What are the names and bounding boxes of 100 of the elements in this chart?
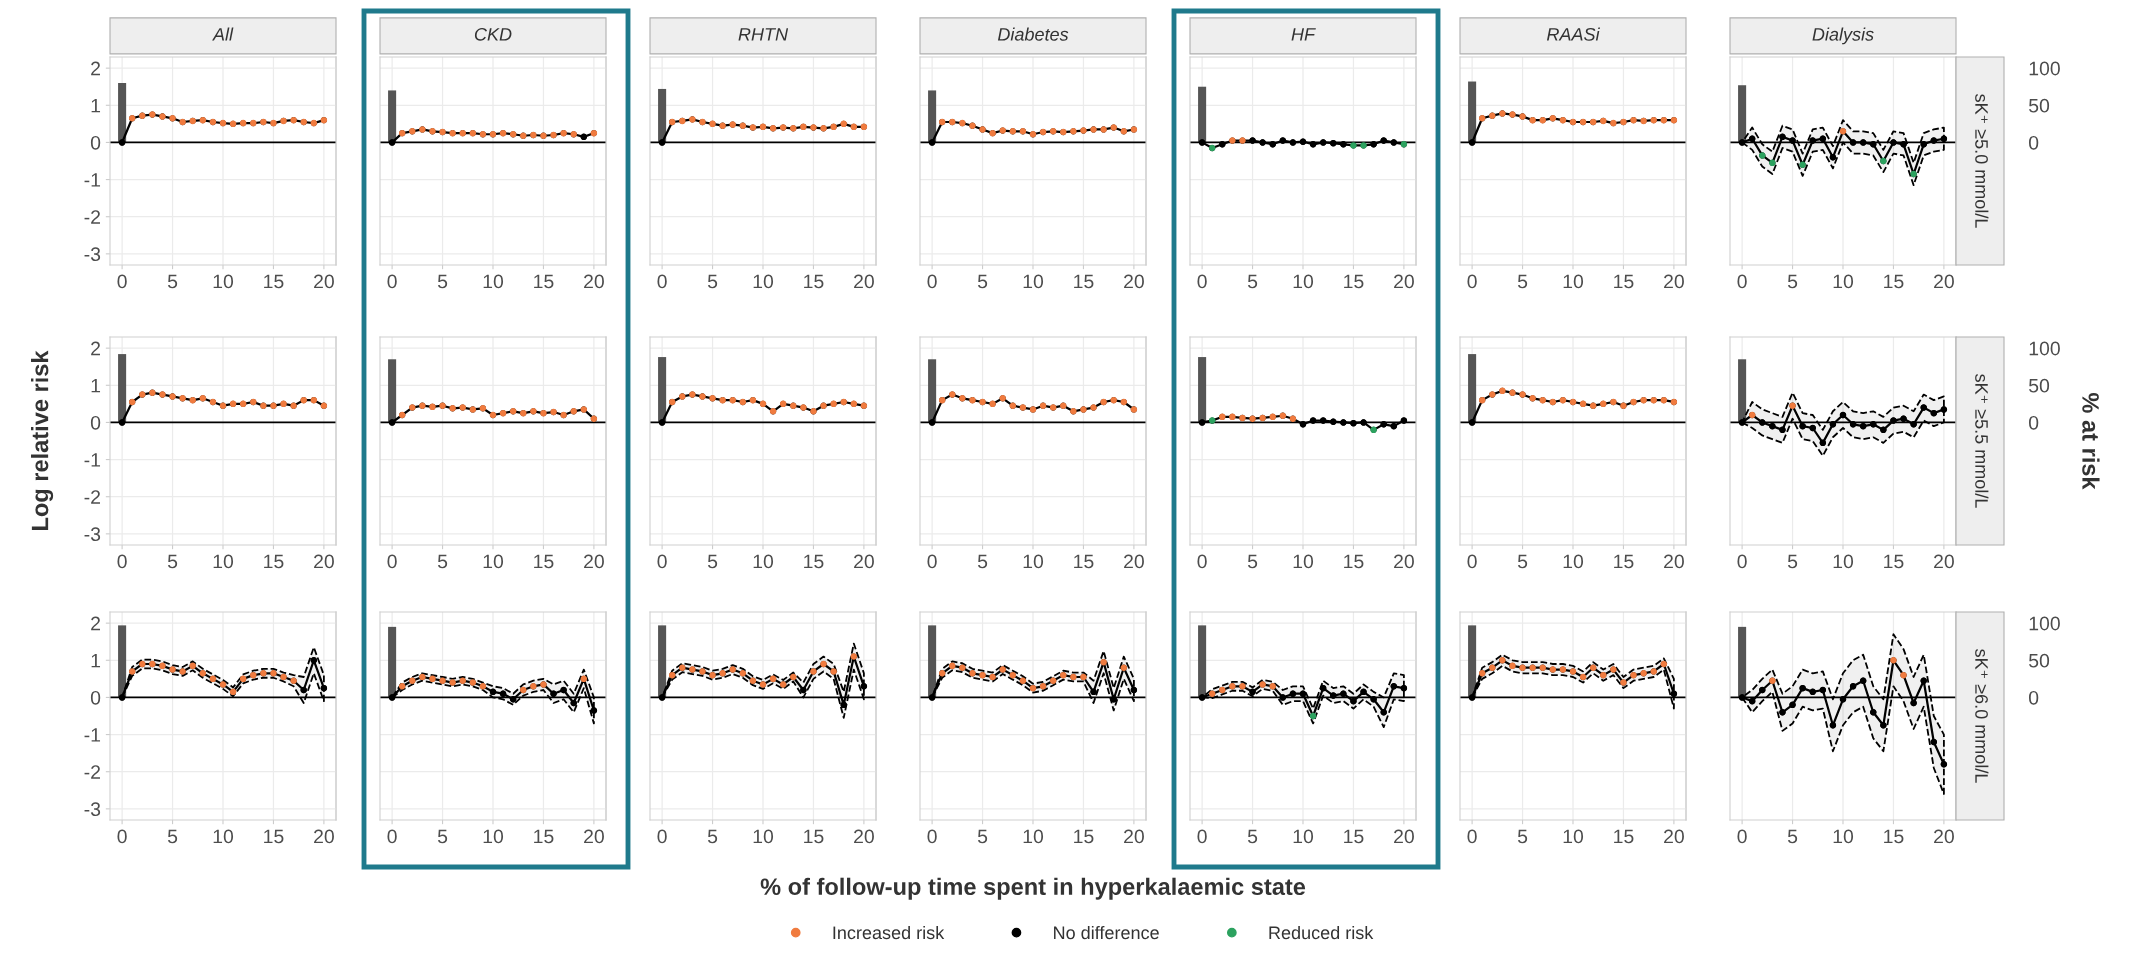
x-tick-label: 15 bbox=[1884, 829, 1904, 844]
y-tick-label: 1 bbox=[91, 98, 101, 113]
x-tick-label: 0 bbox=[387, 554, 397, 569]
x-tick-label: 5 bbox=[1517, 829, 1528, 844]
y-tick-label: 0 bbox=[90, 415, 101, 430]
x-tick-label: 15 bbox=[264, 274, 284, 289]
y2-tick-label: 0 bbox=[2028, 690, 2039, 705]
x-tick-label: 0 bbox=[117, 829, 127, 844]
x-tick-label: 5 bbox=[1247, 274, 1258, 289]
x-tick-label: 0 bbox=[1467, 274, 1477, 289]
x-tick-label: 5 bbox=[1247, 554, 1258, 569]
x-tick-label: 0 bbox=[1197, 554, 1207, 569]
x-tick-label: 15 bbox=[804, 274, 824, 289]
chart-title: RHTN bbox=[738, 28, 789, 41]
x-tick-label: 0 bbox=[1197, 829, 1207, 844]
x-tick-label: 20 bbox=[1664, 274, 1684, 289]
y2-tick-label: 50 bbox=[2029, 378, 2050, 393]
y-tick-label: 1 bbox=[91, 653, 101, 668]
y-tick-label: -2 bbox=[84, 765, 100, 779]
x-tick-label: 20 bbox=[314, 829, 334, 844]
x-tick-label: 10 bbox=[1023, 829, 1044, 844]
x-tick-label: 0 bbox=[657, 554, 667, 569]
x-tick-label: 15 bbox=[1884, 554, 1904, 569]
y2-tick-label: 0 bbox=[2028, 415, 2039, 430]
x-tick-label: 5 bbox=[437, 554, 448, 569]
x-tick-label: 5 bbox=[1247, 829, 1258, 844]
x-tick-label: 5 bbox=[977, 829, 988, 844]
x-tick-label: 10 bbox=[1023, 554, 1044, 569]
y-tick-label: 2 bbox=[91, 341, 100, 356]
x-tick-label: 20 bbox=[854, 274, 874, 289]
y-tick-label: -3 bbox=[84, 527, 101, 542]
y-tick-label: -3 bbox=[84, 802, 101, 817]
x-tick-label: 15 bbox=[1344, 274, 1364, 289]
x-tick-label: 15 bbox=[1614, 554, 1634, 569]
legend-label: Increased risk bbox=[833, 925, 945, 940]
x-tick-label: 0 bbox=[117, 274, 127, 289]
x-tick-label: 10 bbox=[753, 274, 774, 289]
y-tick-label: -2 bbox=[84, 490, 100, 504]
y2-tick-label: 0 bbox=[2028, 135, 2039, 150]
legend-label: Reduced risk bbox=[1269, 925, 1374, 940]
x-tick-label: 20 bbox=[314, 554, 334, 569]
x-tick-label: 10 bbox=[1833, 829, 1854, 844]
x-tick-label: 5 bbox=[707, 274, 718, 289]
x-tick-label: 10 bbox=[1293, 554, 1314, 569]
x-tick-label: 10 bbox=[1563, 554, 1584, 569]
y2-tick-label: 50 bbox=[2029, 98, 2050, 113]
x-tick-label: 5 bbox=[1787, 829, 1798, 844]
x-tick-label: 5 bbox=[167, 554, 178, 569]
x-tick-label: 10 bbox=[753, 554, 774, 569]
x-tick-label: 20 bbox=[1934, 554, 1954, 569]
x-tick-label: 20 bbox=[1124, 554, 1144, 569]
chart-title: CKD bbox=[474, 27, 512, 41]
x-tick-label: 20 bbox=[314, 274, 334, 289]
y-tick-label: -1 bbox=[84, 728, 101, 742]
y-tick-label: 0 bbox=[90, 690, 101, 705]
x-tick-label: 10 bbox=[1563, 274, 1584, 289]
x-tick-label: 10 bbox=[1563, 829, 1584, 844]
x-tick-label: 0 bbox=[387, 274, 397, 289]
x-tick-label: 10 bbox=[1293, 274, 1314, 289]
x-tick-label: 15 bbox=[1614, 829, 1634, 844]
x-tick-label: 0 bbox=[1467, 829, 1477, 844]
chart-title: Dialysis bbox=[1812, 27, 1874, 45]
x-tick-label: 0 bbox=[1737, 554, 1747, 569]
x-tick-label: 20 bbox=[1124, 829, 1144, 844]
x-tick-label: 20 bbox=[584, 554, 604, 569]
x-tick-label: 20 bbox=[1934, 274, 1954, 289]
x-tick-label: 20 bbox=[1934, 829, 1954, 844]
x-tick-label: 0 bbox=[1737, 829, 1747, 844]
x-tick-label: 5 bbox=[977, 554, 988, 569]
x-tick-label: 15 bbox=[534, 554, 554, 569]
x-tick-label: 5 bbox=[1787, 274, 1798, 289]
legend-label: No difference bbox=[1054, 925, 1159, 940]
x-tick-label: 10 bbox=[213, 554, 234, 569]
x-tick-label: 15 bbox=[804, 829, 824, 844]
text: sK⁺ ≥5.0 mmol/L bbox=[1975, 94, 1989, 228]
x-tick-label: 20 bbox=[1394, 554, 1414, 569]
x-tick-label: 10 bbox=[1293, 829, 1314, 844]
y2-tick-label: 100 bbox=[2029, 61, 2060, 76]
x-tick-label: 20 bbox=[584, 274, 604, 289]
x-tick-label: 15 bbox=[1074, 554, 1094, 569]
y-tick-label: 1 bbox=[91, 378, 101, 393]
x-tick-label: 10 bbox=[1023, 274, 1044, 289]
y-tick-label: 0 bbox=[90, 135, 101, 150]
x-tick-label: 0 bbox=[1467, 554, 1477, 569]
x-tick-label: 20 bbox=[1664, 554, 1684, 569]
x-tick-label: 20 bbox=[1664, 829, 1684, 844]
x-tick-label: 10 bbox=[1833, 554, 1854, 569]
x-tick-label: 5 bbox=[1517, 554, 1528, 569]
x-tick-label: 20 bbox=[1394, 274, 1414, 289]
x-tick-label: 5 bbox=[707, 554, 718, 569]
x-tick-label: 5 bbox=[977, 274, 988, 289]
x-tick-label: 15 bbox=[804, 554, 824, 569]
chart-title: Diabetes bbox=[997, 27, 1069, 41]
x-tick-label: 5 bbox=[1517, 274, 1528, 289]
y2-tick-label: 50 bbox=[2029, 653, 2050, 668]
x-tick-label: 20 bbox=[1394, 829, 1414, 844]
x-tick-label: 0 bbox=[927, 554, 937, 569]
x-tick-label: 5 bbox=[167, 274, 178, 289]
x-tick-label: 0 bbox=[117, 554, 127, 569]
x-tick-label: 20 bbox=[854, 554, 874, 569]
